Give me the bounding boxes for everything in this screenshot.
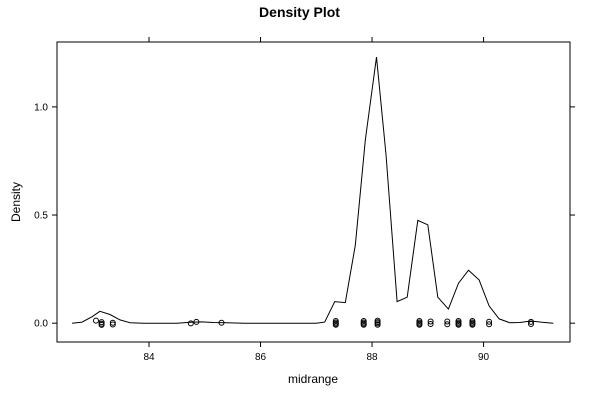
rug-point	[193, 318, 200, 325]
rug-point	[416, 321, 423, 328]
density-series	[72, 57, 554, 324]
rug-point	[187, 320, 194, 327]
chart-title: Density Plot	[259, 4, 340, 20]
rug-point	[444, 318, 451, 325]
rug-point	[486, 321, 493, 328]
rug-point	[93, 317, 99, 324]
rug-point	[469, 321, 476, 328]
rug-point	[455, 321, 462, 328]
y-axis-label: Density	[9, 182, 23, 222]
y-axis: 0.0 0.5 1.0	[34, 102, 575, 330]
x-tick-label: 86	[255, 352, 267, 363]
x-axis: 84 86 88 90	[143, 37, 490, 363]
rug-point	[528, 318, 534, 325]
rug-point	[444, 321, 451, 328]
rug-point	[109, 321, 116, 328]
plot-border	[56, 41, 571, 343]
y-tick-label: 0.5	[34, 211, 48, 222]
x-tick-label: 90	[478, 352, 490, 363]
rug-point	[427, 321, 434, 327]
y-tick-label: 0.0	[34, 319, 48, 330]
rug-point	[486, 318, 493, 325]
rug-points	[93, 317, 534, 328]
rug-point	[109, 319, 116, 326]
rug-point	[360, 321, 367, 328]
rug-point	[528, 321, 534, 327]
rug-point	[98, 319, 105, 326]
x-axis-label: midrange	[288, 372, 338, 386]
rug-point	[98, 321, 105, 328]
x-tick-label: 84	[143, 352, 155, 363]
density-line	[72, 57, 554, 324]
rug-point	[332, 321, 339, 328]
plot-frame	[56, 41, 571, 343]
y-tick-label: 1.0	[34, 102, 48, 113]
rug-point	[374, 321, 381, 328]
x-tick-label: 88	[366, 352, 378, 363]
rug-point	[427, 318, 434, 325]
rug-point	[218, 319, 225, 326]
